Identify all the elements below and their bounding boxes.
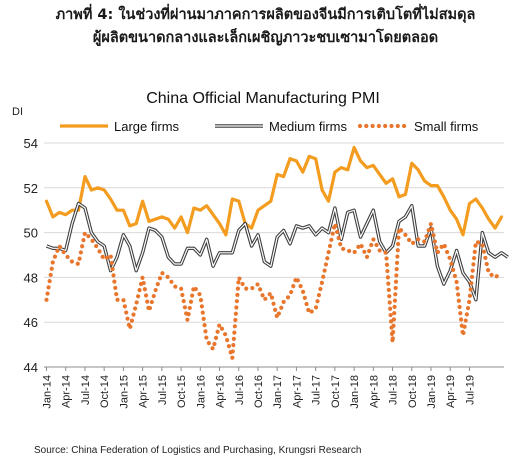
figure-heading-line1: ภาพที่ 4: ในช่วงที่ผ่านมาภาคการผลิตของจี… (55, 7, 476, 23)
x-tick-label-jul-19: Jul-19 (464, 375, 476, 405)
x-tick-label-jul-16: Jul-16 (234, 375, 246, 405)
legend-label-small-firms: Small firms (414, 119, 479, 134)
y-tick-label-52: 52 (24, 181, 38, 196)
x-tick-label-jul-17: Jul-17 (311, 375, 323, 405)
y-tick-label-46: 46 (24, 315, 38, 330)
y-tick-label-48: 48 (24, 270, 38, 285)
chart-title: China Official Manufacturing PMI (146, 90, 380, 107)
x-tick-label-oct-17: Oct-17 (330, 375, 342, 408)
figure-heading: ภาพที่ 4: ในช่วงที่ผ่านมาภาคการผลิตของจี… (8, 4, 523, 50)
x-tick-label-apr-16: Apr-16 (215, 375, 227, 408)
figure-heading-line2: ผู้ผลิตขนาดกลางและเล็กเผชิญภาวะชบเซามาโด… (92, 30, 439, 46)
legend-label-medium-firms: Medium firms (269, 119, 348, 134)
x-tick-label-jan-16: Jan-16 (195, 375, 207, 409)
x-tick-label-apr-19: Apr-19 (445, 375, 457, 408)
x-tick-label-oct-15: Oct-15 (176, 375, 188, 408)
x-tick-label-apr-15: Apr-15 (138, 375, 150, 408)
x-tick-label-jan-15: Jan-15 (118, 375, 130, 409)
x-tick-label-jul-14: Jul-14 (80, 375, 92, 405)
x-tick-label-oct-16: Oct-16 (253, 375, 265, 408)
series-small-firms (44, 221, 504, 361)
x-tick-label-jul-18: Jul-18 (388, 375, 400, 405)
large-firms-line (44, 145, 504, 237)
x-tick-label-apr-14: Apr-14 (61, 375, 73, 408)
legend: Large firms Medium firms Small firms (60, 119, 479, 134)
x-tick-label-jan-17: Jan-17 (272, 375, 284, 409)
y-tick-label-44: 44 (24, 360, 38, 375)
source-note: Source: China Federation of Logistics an… (34, 445, 362, 456)
x-tick-label-jul-15: Jul-15 (157, 375, 169, 405)
x-tick-label-oct-18: Oct-18 (407, 375, 419, 408)
x-tick-label-jan-18: Jan-18 (349, 375, 361, 409)
series-large-firms (44, 145, 504, 237)
x-tick-label-apr-17: Apr-17 (291, 375, 303, 408)
x-tick-label-oct-14: Oct-14 (99, 375, 111, 408)
x-tick-label-apr-18: Apr-18 (368, 375, 380, 408)
y-axis-label: DI (12, 106, 23, 118)
y-tick-label-54: 54 (24, 136, 38, 151)
small-firms-line (44, 221, 504, 361)
legend-label-large-firms: Large firms (114, 119, 180, 134)
y-tick-label-50: 50 (24, 226, 38, 241)
x-tick-label-jan-14: Jan-14 (42, 375, 54, 409)
x-tick-label-jan-19: Jan-19 (426, 375, 438, 409)
